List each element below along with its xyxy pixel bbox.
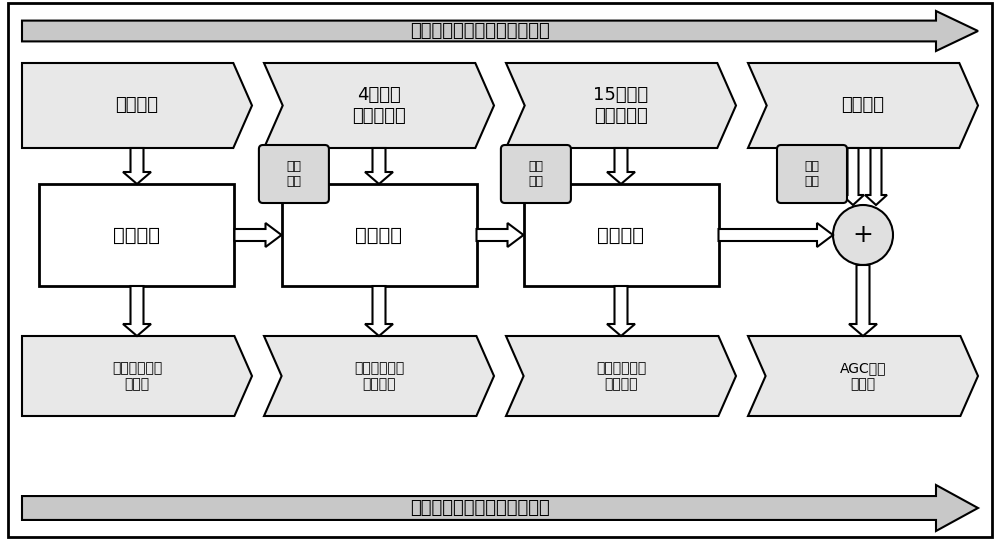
FancyBboxPatch shape [259, 145, 329, 203]
Polygon shape [22, 485, 978, 531]
Text: AGC机组
（快）: AGC机组 （快） [840, 361, 886, 391]
Bar [524, 184, 718, 286]
Text: +: + [853, 223, 873, 247]
Text: 日前计划机组
（慢）: 日前计划机组 （慢） [112, 361, 162, 391]
Polygon shape [506, 63, 736, 148]
Text: 实时计划: 实时计划 [597, 226, 644, 245]
FancyBboxPatch shape [777, 145, 847, 203]
Text: 日前预测: 日前预测 [116, 96, 158, 115]
Text: 机组不同，调节性能也不相同: 机组不同，调节性能也不相同 [410, 499, 550, 517]
Text: 实时计划机组
（较快）: 实时计划机组 （较快） [596, 361, 646, 391]
Polygon shape [607, 286, 635, 336]
Polygon shape [849, 265, 877, 336]
Bar [282, 184, 477, 286]
Polygon shape [22, 11, 978, 51]
Polygon shape [365, 148, 393, 184]
Polygon shape [123, 286, 151, 336]
Polygon shape [607, 148, 635, 184]
Text: 日前计划: 日前计划 [114, 226, 160, 245]
Polygon shape [22, 336, 252, 416]
Polygon shape [718, 223, 833, 247]
Polygon shape [123, 148, 151, 184]
Polygon shape [865, 148, 887, 205]
Polygon shape [476, 223, 524, 247]
FancyBboxPatch shape [501, 145, 571, 203]
Bar [39, 184, 234, 286]
Polygon shape [748, 63, 978, 148]
Text: 实时状态: 实时状态 [841, 96, 884, 115]
Polygon shape [842, 148, 864, 205]
Text: 实时
偏差: 实时 偏差 [804, 160, 819, 188]
Polygon shape [506, 336, 736, 416]
Polygon shape [748, 336, 978, 416]
Text: 4小时级
超短期预测: 4小时级 超短期预测 [352, 86, 406, 125]
Polygon shape [234, 223, 282, 247]
Polygon shape [264, 63, 494, 148]
Polygon shape [22, 63, 252, 148]
Circle shape [833, 205, 893, 265]
Text: 日前
偏差: 日前 偏差 [286, 160, 301, 188]
Text: 时间尺度越短，预测精度越高: 时间尺度越短，预测精度越高 [410, 22, 550, 40]
Polygon shape [365, 286, 393, 336]
Text: 滚动计划: 滚动计划 [356, 226, 402, 245]
Text: 滚动计划机组
（较慢）: 滚动计划机组 （较慢） [354, 361, 404, 391]
Text: 滚动
偏差: 滚动 偏差 [528, 160, 543, 188]
Polygon shape [264, 336, 494, 416]
Text: 15分钟级
超短期预测: 15分钟级 超短期预测 [593, 86, 649, 125]
